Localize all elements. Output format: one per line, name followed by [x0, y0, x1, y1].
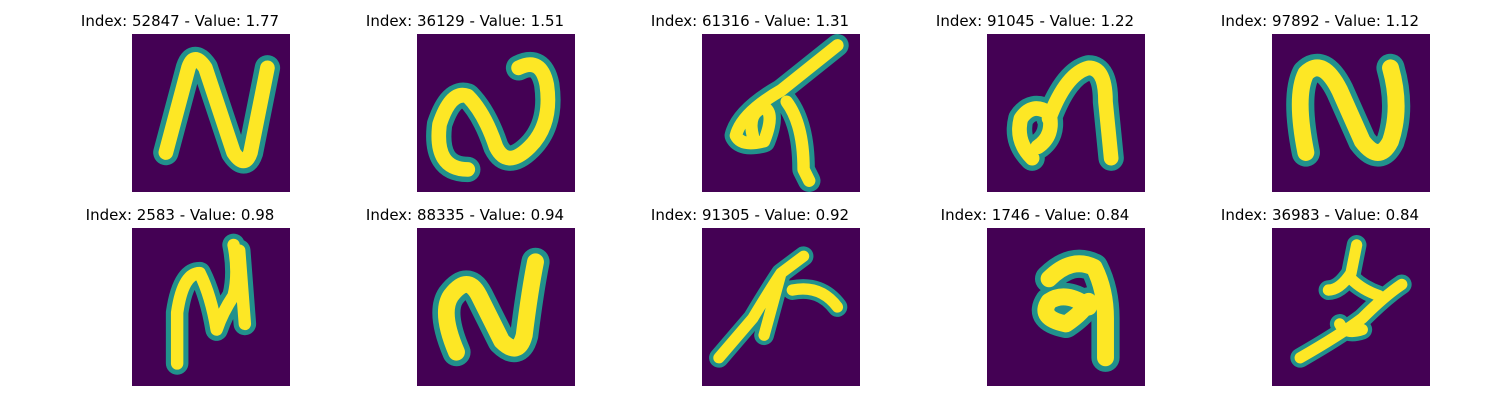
panel-title: Index: 36129 - Value: 1.51 [365, 12, 565, 30]
digit-image [1272, 34, 1430, 192]
panel-10: Index: 36983 - Value: 0.84 [1170, 194, 1470, 386]
panel-2: Index: 36129 - Value: 1.51 [315, 0, 615, 192]
panel-7: Index: 88335 - Value: 0.94 [315, 194, 615, 386]
digit-image [132, 34, 290, 192]
digit-image [702, 34, 860, 192]
panel-8: Index: 91305 - Value: 0.92 [600, 194, 900, 386]
panel-1: Index: 52847 - Value: 1.77 [30, 0, 330, 192]
panel-title: Index: 61316 - Value: 1.31 [650, 12, 850, 30]
digit-image [987, 34, 1145, 192]
panel-title: Index: 52847 - Value: 1.77 [80, 12, 280, 30]
digit-image [702, 228, 860, 386]
panel-3: Index: 61316 - Value: 1.31 [600, 0, 900, 192]
panel-5: Index: 97892 - Value: 1.12 [1170, 0, 1470, 192]
panel-title: Index: 1746 - Value: 0.84 [940, 206, 1130, 224]
panel-4: Index: 91045 - Value: 1.22 [885, 0, 1185, 192]
digit-image [132, 228, 290, 386]
digit-image [1272, 228, 1430, 386]
panel-title: Index: 97892 - Value: 1.12 [1220, 12, 1420, 30]
panel-title: Index: 88335 - Value: 0.94 [365, 206, 565, 224]
digit-image [987, 228, 1145, 386]
panel-9: Index: 1746 - Value: 0.84 [885, 194, 1185, 386]
panel-title: Index: 36983 - Value: 0.84 [1220, 206, 1420, 224]
digit-image [417, 34, 575, 192]
panel-title: Index: 91305 - Value: 0.92 [650, 206, 850, 224]
panel-6: Index: 2583 - Value: 0.98 [30, 194, 330, 386]
digit-image [417, 228, 575, 386]
panel-title: Index: 2583 - Value: 0.98 [85, 206, 275, 224]
panel-title: Index: 91045 - Value: 1.22 [935, 12, 1135, 30]
